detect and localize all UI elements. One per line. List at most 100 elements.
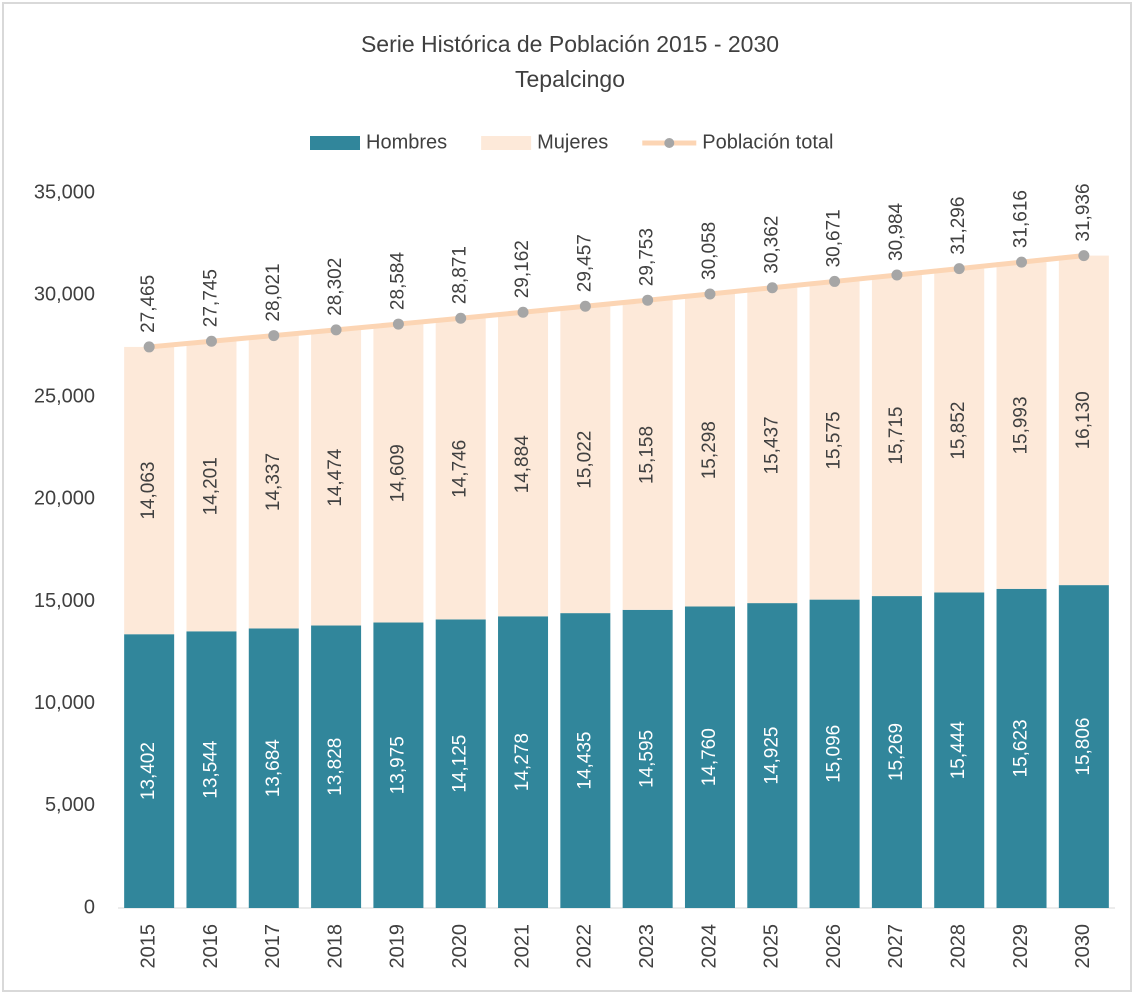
- x-tick-label: 2021: [511, 924, 533, 969]
- y-tick-label: 30,000: [34, 283, 95, 305]
- x-tick-label: 2025: [761, 924, 783, 969]
- data-label: 14,925: [761, 726, 782, 784]
- y-tick-label: 10,000: [34, 692, 95, 714]
- x-tick-label: 2016: [200, 924, 222, 969]
- data-label: 15,158: [637, 426, 658, 484]
- data-label: 13,402: [138, 742, 159, 800]
- data-label: 30,984: [886, 202, 907, 261]
- x-tick-label: 2029: [1010, 924, 1032, 969]
- x-tick-label: 2023: [636, 924, 658, 969]
- bar: [871, 596, 922, 908]
- data-label: 14,760: [699, 728, 720, 786]
- line-marker: [953, 263, 965, 275]
- data-label: 14,595: [637, 730, 658, 788]
- x-tick-label: 2026: [823, 924, 845, 969]
- data-label: 14,125: [450, 735, 471, 793]
- data-label: 14,435: [574, 731, 595, 789]
- data-label: 15,269: [886, 723, 907, 781]
- data-label: 29,457: [574, 234, 595, 292]
- data-label: 28,302: [325, 258, 346, 316]
- bar: [186, 341, 237, 632]
- data-label: 15,096: [824, 725, 845, 783]
- y-tick-label: 0: [84, 896, 95, 918]
- bar: [248, 335, 299, 629]
- data-label: 14,063: [138, 462, 159, 520]
- x-tick-label: 2028: [948, 924, 970, 969]
- bar: [747, 603, 798, 908]
- legend-label: Mujeres: [537, 131, 608, 153]
- bar: [124, 634, 175, 908]
- data-label: 14,278: [512, 733, 533, 791]
- data-label: 27,745: [200, 269, 221, 327]
- bar: [1058, 255, 1109, 586]
- data-label: 30,671: [824, 209, 845, 267]
- data-label: 15,715: [886, 406, 907, 464]
- data-label: 29,753: [637, 228, 658, 286]
- data-label: 14,201: [200, 457, 221, 515]
- data-label: 13,975: [387, 736, 408, 794]
- x-tick-label: 2024: [698, 924, 720, 969]
- chart-title: Serie Histórica de Población 2015 - 2030: [361, 31, 779, 57]
- line-marker: [1016, 256, 1028, 268]
- bar: [996, 588, 1047, 908]
- line-marker: [517, 306, 529, 318]
- x-tick-label: 2030: [1072, 924, 1094, 969]
- line-marker: [829, 275, 841, 287]
- data-label: 15,437: [761, 416, 782, 474]
- line-marker: [1078, 250, 1090, 262]
- x-tick-label: 2022: [574, 924, 596, 969]
- bar: [373, 324, 424, 623]
- data-label: 13,828: [325, 738, 346, 796]
- bar: [373, 622, 424, 908]
- bar: [996, 262, 1047, 589]
- data-label: 15,575: [824, 411, 845, 469]
- data-label: 14,609: [387, 444, 408, 502]
- data-label: 31,296: [948, 197, 969, 255]
- data-label: 15,993: [1011, 396, 1032, 454]
- bar: [684, 293, 735, 607]
- bar: [809, 281, 860, 600]
- data-label: 15,022: [574, 431, 595, 489]
- data-label: 29,162: [512, 240, 533, 298]
- data-label: 15,623: [1011, 719, 1032, 777]
- data-label: 15,852: [948, 402, 969, 460]
- line-marker: [205, 335, 217, 347]
- data-label: 13,544: [200, 740, 221, 799]
- legend-label: Población total: [702, 131, 833, 153]
- x-tick-label: 2015: [137, 924, 159, 969]
- bar: [1058, 585, 1109, 908]
- y-tick-label: 5,000: [45, 794, 95, 816]
- bar: [311, 329, 362, 626]
- bar: [435, 318, 486, 620]
- bar: [311, 625, 362, 908]
- legend-label: Hombres: [366, 131, 447, 153]
- bar: [186, 631, 237, 908]
- y-tick-label: 35,000: [34, 181, 95, 203]
- bar: [934, 592, 985, 908]
- data-label: 16,130: [1073, 391, 1094, 449]
- data-label: 28,021: [263, 263, 284, 321]
- bar: [435, 619, 486, 908]
- data-label: 15,444: [948, 721, 969, 780]
- bar: [934, 268, 985, 593]
- bar: [622, 609, 673, 908]
- legend-swatch: [481, 136, 532, 150]
- data-label: 28,871: [450, 246, 471, 304]
- bar: [684, 606, 735, 908]
- data-label: 31,936: [1073, 183, 1094, 241]
- y-tick-label: 15,000: [34, 590, 95, 612]
- legend-swatch: [310, 136, 360, 150]
- line-marker: [704, 288, 716, 300]
- x-tick-label: 2018: [324, 924, 346, 969]
- bar: [871, 275, 922, 597]
- data-label: 14,746: [450, 440, 471, 498]
- bar: [498, 616, 549, 908]
- x-tick-label: 2019: [387, 924, 409, 969]
- bar: [560, 613, 611, 908]
- line-marker: [891, 269, 903, 281]
- x-tick-label: 2020: [449, 924, 471, 969]
- data-label: 27,465: [138, 275, 159, 333]
- data-label: 14,337: [263, 453, 284, 511]
- data-label: 15,298: [699, 421, 720, 479]
- chart-subtitle: Tepalcingo: [515, 66, 625, 92]
